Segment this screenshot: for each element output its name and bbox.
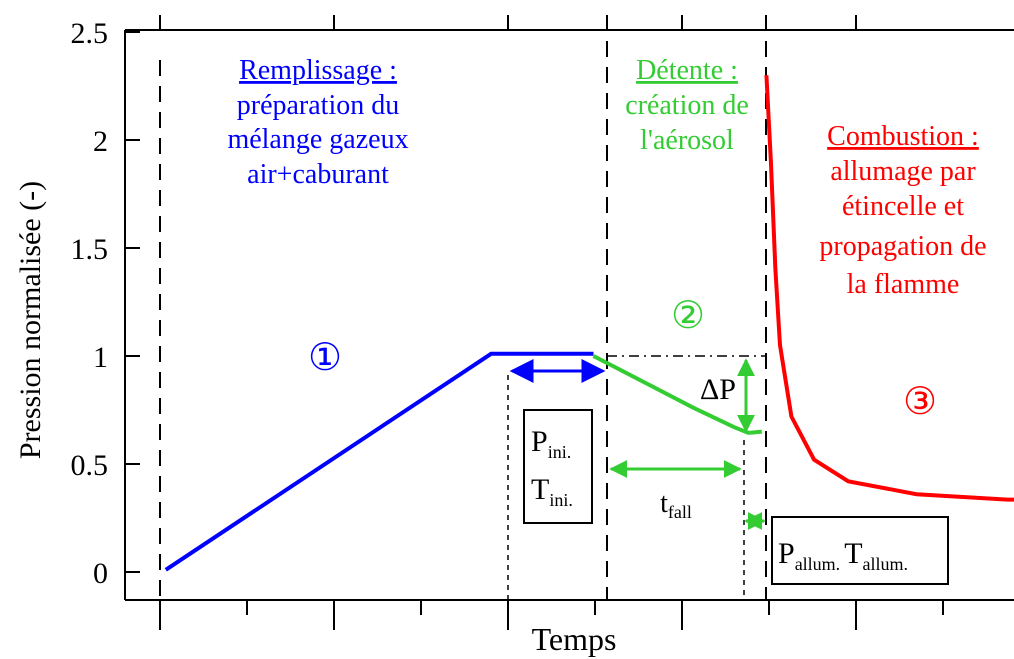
phase2-line: création de bbox=[625, 90, 749, 121]
p-allum-sub: allum. bbox=[795, 554, 841, 574]
y-tick-label-0: 0 bbox=[93, 557, 108, 590]
phase2-marker: ② bbox=[671, 293, 705, 337]
t-ini-sub: ini. bbox=[549, 490, 573, 510]
helper-lines bbox=[507, 375, 745, 600]
phase2-heading: Détente : bbox=[636, 55, 738, 86]
phase3-line: propagation de bbox=[819, 231, 986, 262]
phase1-line: mélange gazeux bbox=[227, 124, 408, 155]
initial-box-frame bbox=[523, 409, 593, 524]
x-axis-label: Temps bbox=[532, 621, 617, 657]
phase1-marker: ① bbox=[308, 335, 342, 379]
phase2-annotation: Détente : création de l'aérosol ② bbox=[625, 55, 749, 337]
ignition-conditions-box: Pallum. Tallum. bbox=[771, 516, 949, 585]
t-allum-base: T bbox=[844, 537, 862, 570]
phase3-line: étincelle et bbox=[842, 191, 964, 222]
ignition-box-frame bbox=[771, 516, 949, 585]
y-tick-label-2: 2 bbox=[93, 125, 108, 158]
p-allum-base: P bbox=[778, 537, 795, 570]
phase3-line: allumage par bbox=[830, 156, 976, 187]
p-ini-label: Pini. bbox=[531, 425, 571, 462]
y-tick-label-2.5: 2.5 bbox=[71, 17, 109, 50]
phase2-line: l'aérosol bbox=[640, 125, 734, 156]
x-ticks bbox=[159, 15, 944, 630]
p-ini-sub: ini. bbox=[548, 442, 572, 462]
t-allum-sub: allum. bbox=[863, 554, 909, 574]
p-ini-base: P bbox=[531, 425, 548, 458]
tfall-sub: fall bbox=[668, 502, 692, 522]
phase3-marker: ③ bbox=[903, 379, 937, 423]
y-axis-label: Pression normalisée (-) bbox=[14, 181, 47, 459]
phase3-heading: Combustion : bbox=[827, 121, 979, 152]
t-ini-label: Tini. bbox=[531, 473, 573, 510]
axes bbox=[124, 29, 1014, 601]
phase-boundaries bbox=[159, 15, 767, 600]
y-tick-label-0.5: 0.5 bbox=[71, 449, 109, 482]
t-ini-base: T bbox=[531, 473, 549, 506]
expansion-plateau bbox=[750, 429, 762, 435]
y-ticks bbox=[125, 31, 140, 573]
initial-conditions-box: Pini. Tini. bbox=[523, 409, 593, 524]
delta-p-label: ΔP bbox=[700, 373, 736, 406]
phase1-annotation: Remplissage : préparation du mélange gaz… bbox=[227, 55, 408, 379]
phase3-annotation: Combustion : allumage par étincelle et p… bbox=[819, 121, 986, 423]
phase1-line: air+caburant bbox=[247, 159, 389, 190]
phase1-heading: Remplissage : bbox=[239, 55, 397, 86]
tfall-base: t bbox=[660, 488, 668, 519]
phase1-line: préparation du bbox=[237, 90, 400, 121]
combustion-curve bbox=[764, 75, 1014, 502]
ignition-label: Pallum. Tallum. bbox=[778, 537, 908, 574]
tfall-label: tfall bbox=[660, 488, 692, 522]
y-tick-label-1.5: 1.5 bbox=[71, 233, 109, 266]
filling-curve bbox=[164, 351, 594, 572]
phase3-line: la flamme bbox=[847, 269, 960, 300]
y-tick-label-1: 1 bbox=[93, 341, 108, 374]
arrows bbox=[509, 358, 766, 530]
